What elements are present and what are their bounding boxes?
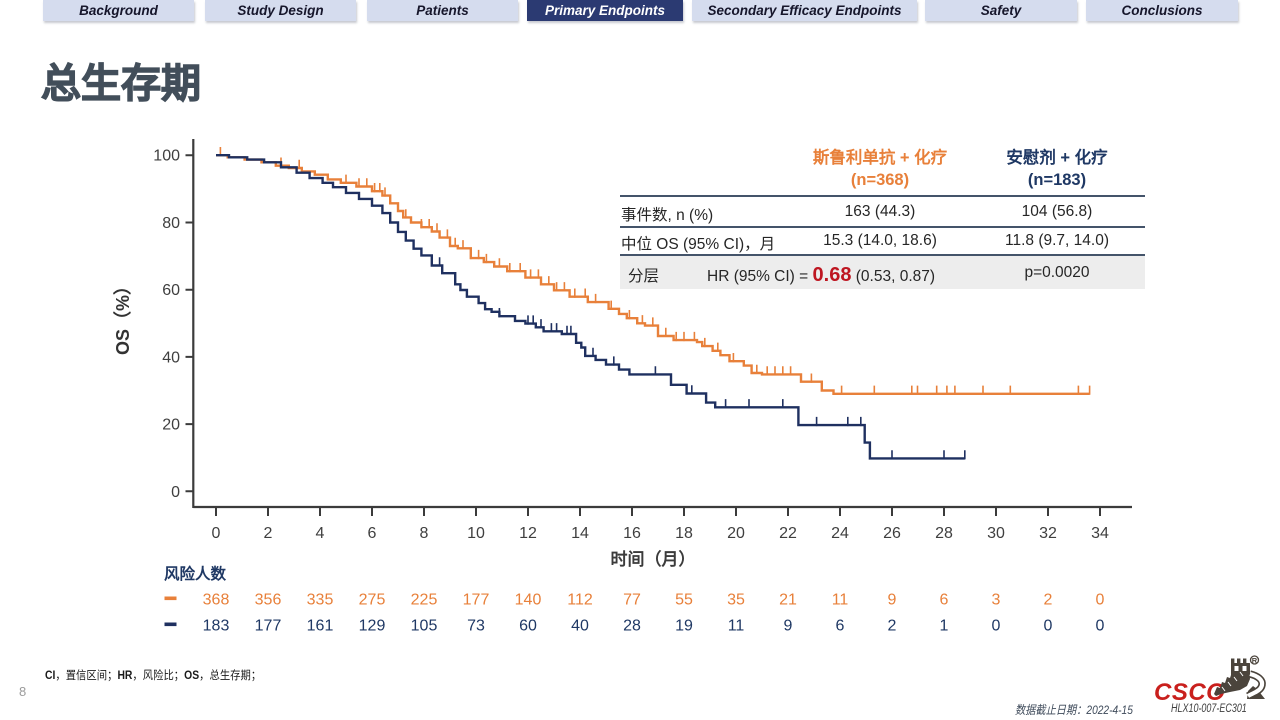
svg-text:时间（月）: 时间（月） (611, 549, 696, 569)
svg-text:0: 0 (171, 484, 180, 501)
svg-text:OS（%）: OS（%） (113, 277, 133, 355)
svg-text:0: 0 (212, 525, 221, 542)
svg-text:3: 3 (992, 592, 1001, 609)
svg-text:35: 35 (727, 592, 745, 609)
svg-text:6: 6 (940, 592, 949, 609)
svg-text:6: 6 (836, 618, 845, 635)
svg-text:177: 177 (255, 618, 282, 635)
svg-text:55: 55 (675, 592, 693, 609)
svg-text:0: 0 (1096, 592, 1105, 609)
svg-text:19: 19 (675, 618, 693, 635)
svg-text:112: 112 (567, 592, 593, 609)
svg-text:356: 356 (255, 592, 282, 609)
svg-text:0: 0 (1044, 618, 1053, 635)
svg-text:32: 32 (1039, 525, 1057, 542)
svg-text:9: 9 (888, 592, 897, 609)
svg-text:275: 275 (359, 592, 386, 609)
svg-text:80: 80 (162, 215, 180, 232)
svg-text:12: 12 (519, 525, 537, 542)
svg-text:18: 18 (675, 525, 693, 542)
svg-text:R: R (1252, 656, 1258, 665)
svg-text:14: 14 (571, 525, 589, 542)
svg-text:368: 368 (203, 592, 230, 609)
svg-text:77: 77 (623, 592, 641, 609)
svg-text:16: 16 (623, 525, 641, 542)
svg-text:26: 26 (883, 525, 901, 542)
svg-text:24: 24 (831, 525, 849, 542)
svg-text:22: 22 (779, 525, 797, 542)
svg-text:105: 105 (411, 618, 438, 635)
svg-text:11: 11 (832, 592, 849, 609)
svg-text:30: 30 (987, 525, 1005, 542)
svg-text:6: 6 (368, 525, 377, 542)
svg-text:9: 9 (784, 618, 793, 635)
svg-text:335: 335 (307, 592, 334, 609)
svg-text:4: 4 (316, 525, 325, 542)
svg-text:1: 1 (940, 618, 949, 635)
svg-text:60: 60 (162, 282, 180, 299)
svg-text:177: 177 (463, 592, 490, 609)
svg-text:2: 2 (1044, 592, 1053, 609)
svg-text:129: 129 (359, 618, 386, 635)
svg-text:10: 10 (467, 525, 485, 542)
svg-text:161: 161 (307, 618, 334, 635)
svg-text:140: 140 (515, 592, 542, 609)
svg-text:183: 183 (203, 618, 230, 635)
svg-text:40: 40 (571, 618, 589, 635)
svg-text:2: 2 (888, 618, 897, 635)
svg-text:40: 40 (162, 349, 180, 366)
svg-text:225: 225 (411, 592, 438, 609)
svg-text:0: 0 (1096, 618, 1105, 635)
svg-text:11: 11 (728, 618, 745, 635)
svg-text:2: 2 (264, 525, 273, 542)
svg-text:风险人数: 风险人数 (164, 564, 227, 583)
svg-text:21: 21 (779, 592, 797, 609)
svg-text:0: 0 (992, 618, 1001, 635)
svg-text:20: 20 (162, 417, 180, 434)
svg-text:73: 73 (467, 618, 485, 635)
svg-text:28: 28 (935, 525, 953, 542)
svg-text:34: 34 (1091, 525, 1109, 542)
svg-text:20: 20 (727, 525, 745, 542)
svg-text:60: 60 (519, 618, 537, 635)
svg-text:8: 8 (420, 525, 429, 542)
svg-text:100: 100 (153, 148, 180, 165)
svg-text:28: 28 (623, 618, 641, 635)
svg-text:CSCO: CSCO (1154, 679, 1225, 706)
